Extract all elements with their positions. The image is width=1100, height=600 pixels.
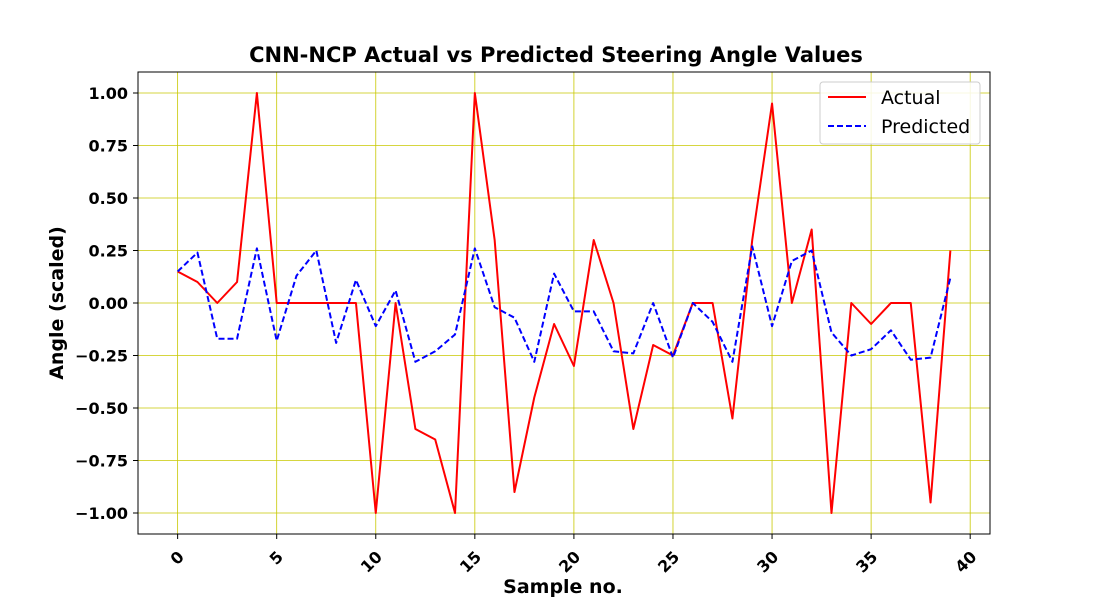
series-line-actual xyxy=(177,92,952,514)
y-tick-label: 0.25 xyxy=(89,242,128,261)
y-tick-label: −1.00 xyxy=(75,504,128,523)
y-axis-ticks: −1.00 −0.75 −0.50 −0.25 0.00 0.25 0.50 0.75 1.00 xyxy=(75,84,138,523)
grid xyxy=(138,72,990,534)
series-line-predicted xyxy=(176,245,952,363)
y-tick-label: 1.00 xyxy=(89,84,128,103)
y-tick-label: 0.00 xyxy=(89,294,128,313)
legend-label-predicted: Predicted xyxy=(881,116,970,138)
y-tick-label: −0.25 xyxy=(75,347,128,366)
chart-title: CNN-NCP Actual vs Predicted Steering Ang… xyxy=(249,43,863,67)
y-tick-label: −0.75 xyxy=(75,452,128,471)
y-axis-title: Angle (scaled) xyxy=(46,226,68,380)
y-tick-label: −0.50 xyxy=(75,399,128,418)
legend-label-actual: Actual xyxy=(881,87,941,109)
legend: Actual Predicted xyxy=(819,81,981,145)
y-tick-label: 0.75 xyxy=(89,137,128,156)
series-lines xyxy=(176,92,952,514)
y-tick-label: 0.50 xyxy=(89,189,128,208)
x-axis-title: Sample no. xyxy=(503,576,623,598)
